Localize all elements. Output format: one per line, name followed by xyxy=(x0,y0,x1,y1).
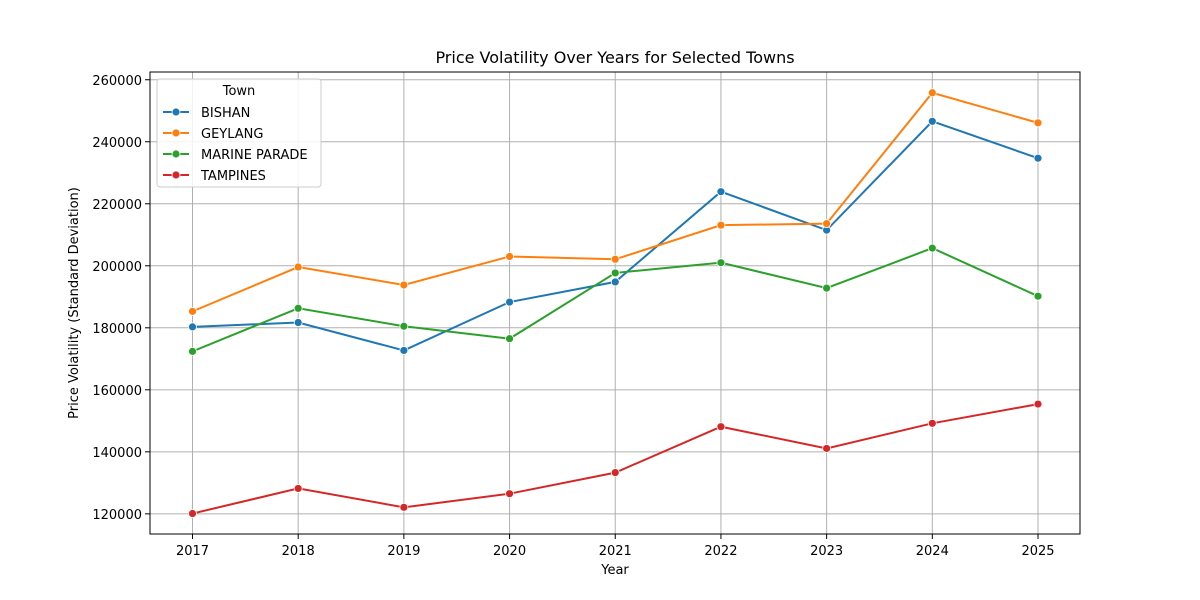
legend-marker-marine-parade xyxy=(171,149,181,159)
legend: Town BISHAN GEYLANG MARINE PARADE TAMPINES xyxy=(156,78,322,188)
data-point-tampines xyxy=(716,422,726,432)
data-point-geylang xyxy=(188,306,197,316)
data-point-geylang xyxy=(505,252,514,261)
data-point-bishan xyxy=(505,297,514,307)
data-point-geylang xyxy=(716,220,726,230)
data-point-tampines xyxy=(293,484,303,493)
legend-box xyxy=(156,78,322,188)
legend-title: Town xyxy=(222,84,256,99)
y-tick-label: 160000 xyxy=(92,384,142,399)
x-tick-label: 2021 xyxy=(599,544,632,559)
grid-lines xyxy=(150,72,1080,534)
data-point-marine-parade xyxy=(927,243,937,253)
data-point-bishan xyxy=(399,346,409,355)
data-point-marine-parade xyxy=(293,303,303,313)
x-tick-label: 2020 xyxy=(493,544,526,559)
y-tick-label: 260000 xyxy=(92,74,142,89)
data-point-bishan xyxy=(293,318,303,327)
legend-label-bishan: BISHAN xyxy=(201,106,250,121)
legend-label-geylang: GEYLANG xyxy=(201,127,263,142)
data-point-bishan xyxy=(188,322,197,332)
chart-title: Price Volatility Over Years for Selected… xyxy=(435,48,794,67)
y-tick-label: 220000 xyxy=(92,198,142,213)
x-tick-label: 2017 xyxy=(176,544,209,559)
data-point-bishan xyxy=(716,187,726,197)
legend-label-marine-parade: MARINE PARADE xyxy=(201,148,308,163)
y-tick-label: 180000 xyxy=(92,322,142,337)
data-point-marine-parade xyxy=(822,283,832,293)
series-tampines xyxy=(188,399,1043,518)
y-tick-label: 120000 xyxy=(92,508,142,523)
series-geylang xyxy=(188,88,1043,316)
y-axis-label: Price Volatility (Standard Deviation) xyxy=(67,187,82,419)
legend-marker-bishan xyxy=(171,107,181,117)
data-point-bishan xyxy=(927,116,937,126)
series-marine-parade xyxy=(188,243,1043,356)
data-point-tampines xyxy=(822,444,832,453)
y-tick-label: 140000 xyxy=(92,446,142,461)
y-tick-label: 240000 xyxy=(92,136,142,151)
legend-marker-geylang xyxy=(171,128,181,138)
plot-frame xyxy=(149,71,1081,535)
data-point-geylang xyxy=(293,262,303,272)
series-bishan xyxy=(188,116,1043,355)
axes: 2017 2018 2019 2020 2021 2022 2023 2024 2025 1200… xyxy=(92,71,1081,559)
x-tick-label: 2018 xyxy=(282,544,315,559)
x-tick-label: 2023 xyxy=(810,544,843,559)
data-point-marine-parade xyxy=(610,268,620,278)
data-point-tampines xyxy=(505,489,514,499)
data-point-marine-parade xyxy=(1033,291,1043,301)
x-tick-label: 2022 xyxy=(704,544,737,559)
data-point-bishan xyxy=(610,277,620,287)
y-tick-label: 200000 xyxy=(92,260,142,275)
x-tick-label: 2019 xyxy=(387,544,420,559)
data-point-tampines xyxy=(1033,399,1043,409)
data-point-geylang xyxy=(822,219,832,229)
data-point-geylang xyxy=(927,88,937,98)
legend-label-tampines: TAMPINES xyxy=(200,169,266,184)
data-point-geylang xyxy=(1033,118,1043,128)
data-point-marine-parade xyxy=(505,334,514,344)
x-axis-label: Year xyxy=(600,563,629,578)
x-tick-label: 2025 xyxy=(1021,544,1054,559)
data-point-tampines xyxy=(927,418,937,428)
data-point-bishan xyxy=(1033,153,1043,163)
series-group xyxy=(188,88,1043,518)
data-point-marine-parade xyxy=(399,321,409,331)
legend-marker-tampines xyxy=(171,170,181,180)
data-point-marine-parade xyxy=(188,346,197,356)
data-point-marine-parade xyxy=(716,258,726,268)
data-point-geylang xyxy=(610,254,620,264)
data-point-tampines xyxy=(399,502,409,512)
x-tick-label: 2024 xyxy=(916,544,949,559)
data-point-tampines xyxy=(188,509,197,518)
data-point-geylang xyxy=(399,280,409,290)
data-point-tampines xyxy=(610,468,620,478)
